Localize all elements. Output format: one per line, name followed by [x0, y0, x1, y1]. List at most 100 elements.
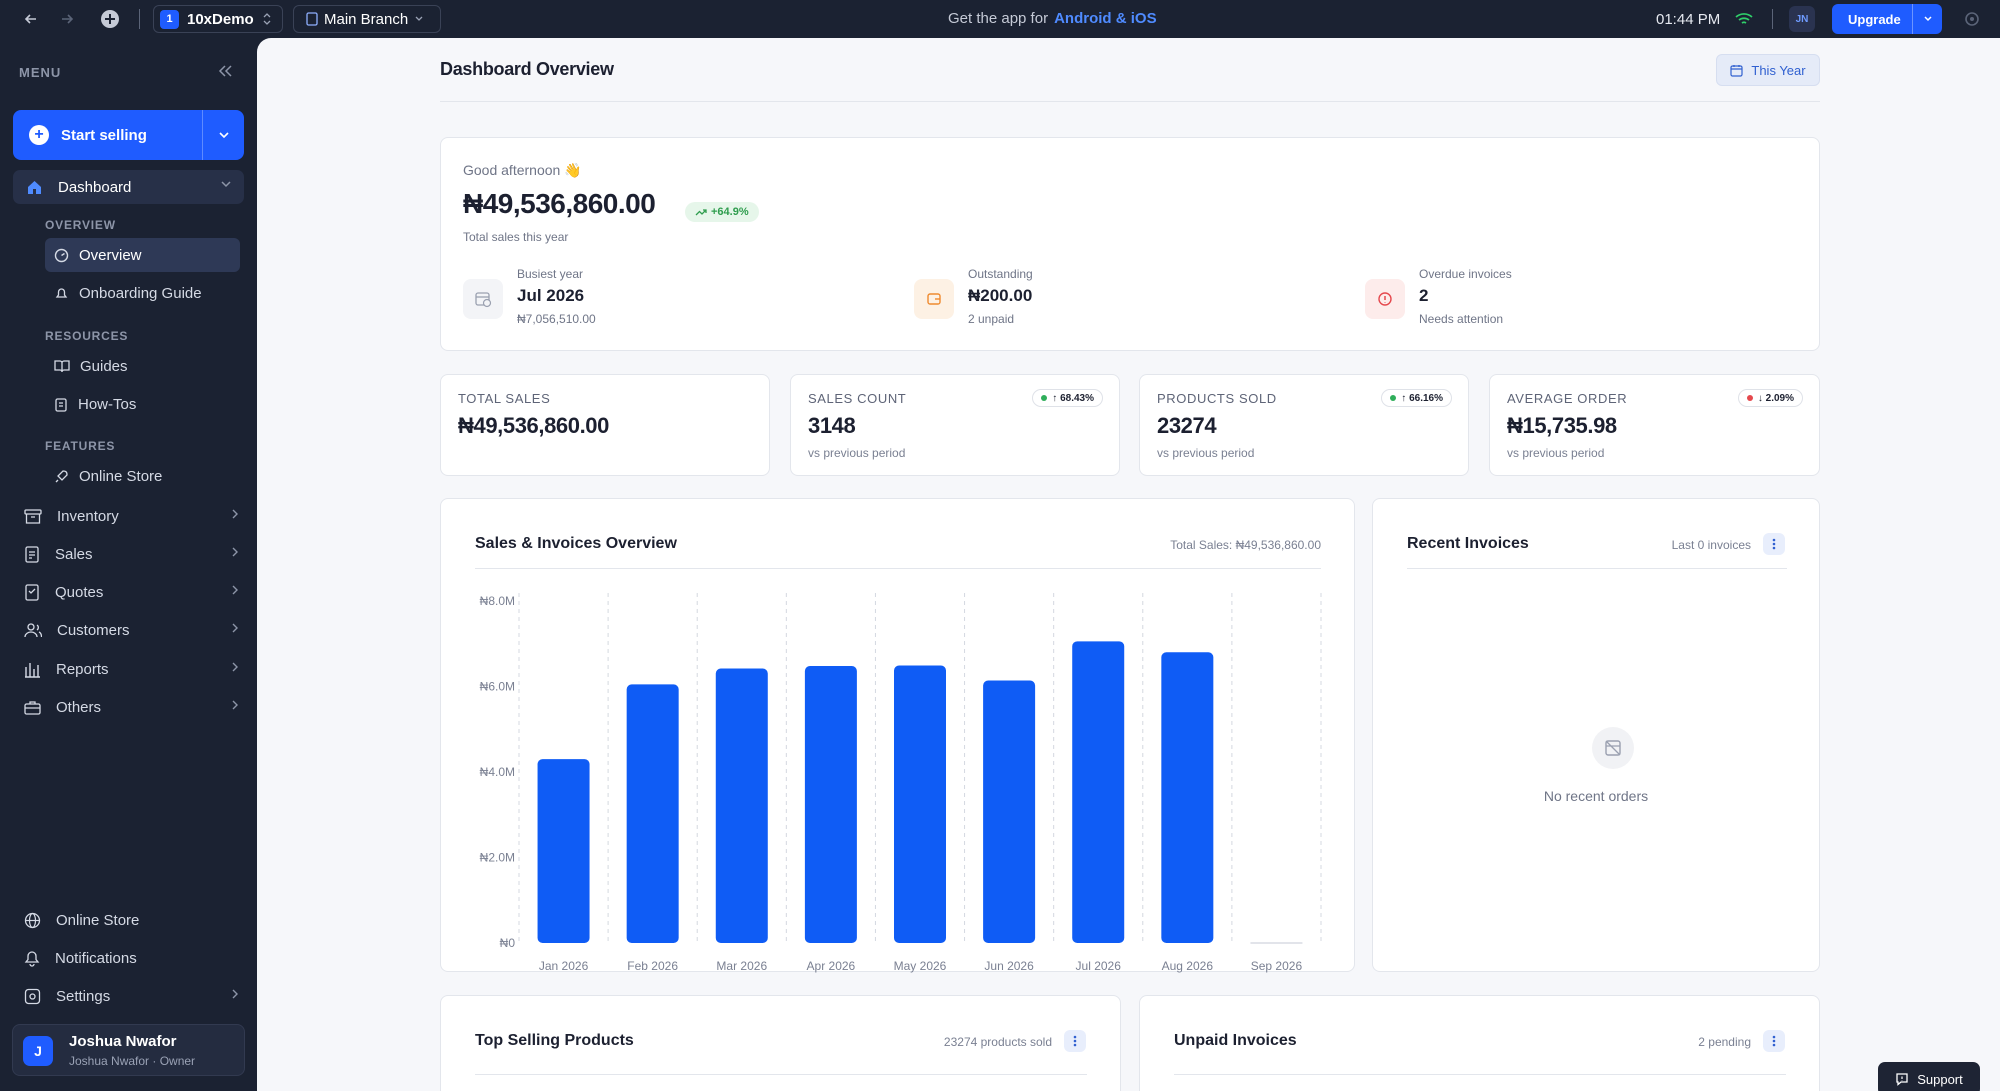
settings-label: Settings — [56, 987, 111, 1005]
kpi-label: Busiest year — [517, 267, 584, 281]
upgrade-dropdown[interactable] — [1912, 4, 1942, 34]
book-icon — [54, 360, 70, 373]
top-bar: 1 10xDemo Main Branch Get the app for And… — [0, 0, 2000, 38]
calendar-icon — [1730, 64, 1743, 77]
chart-header-divider — [475, 568, 1321, 569]
sidebar-item-settings[interactable]: Settings — [24, 979, 239, 1013]
settings-gear-icon[interactable] — [1961, 8, 1983, 30]
stat-card-total-sales: TOTAL SALES ₦49,536,860.00 — [440, 374, 770, 476]
users-icon — [24, 622, 42, 637]
chart-title: Sales & Invoices Overview — [475, 535, 677, 552]
sidebar-item-guides[interactable]: Guides — [45, 349, 240, 383]
x-tick-label: Jun 2026 — [984, 959, 1034, 973]
bar — [715, 668, 768, 943]
chevron-right-icon — [232, 509, 238, 519]
sidebar-item-online-store[interactable]: Online Store — [24, 903, 239, 937]
unpaid-invoices-card: Unpaid Invoices 2 pending — [1139, 995, 1820, 1091]
bar — [537, 759, 590, 943]
more-options-icon[interactable] — [1763, 1030, 1785, 1052]
chevron-down-icon — [221, 181, 231, 188]
kpi-sub: ₦7,056,510.00 — [517, 312, 596, 326]
sidebar-item-others[interactable]: Others — [24, 690, 239, 724]
x-tick-label: May 2026 — [894, 959, 947, 973]
sales-label: Sales — [55, 545, 93, 563]
forward-arrow-icon[interactable] — [56, 8, 78, 30]
unpaid-invoices-meta: 2 pending — [1698, 1035, 1751, 1049]
bell-icon — [55, 287, 68, 298]
updown-chevron-icon — [263, 13, 271, 25]
plus-icon: + — [29, 125, 49, 145]
stat-sub: vs previous period — [808, 446, 906, 460]
greeting: Good afternoon 👋 — [463, 162, 582, 178]
inventory-label: Inventory — [57, 507, 119, 525]
top-products-meta: 23274 products sold — [943, 1035, 1052, 1049]
reports-label: Reports — [56, 660, 109, 678]
collapse-sidebar-icon[interactable] — [217, 64, 233, 83]
wallet-icon — [914, 279, 954, 319]
recent-invoices-title: Recent Invoices — [1407, 535, 1529, 552]
kpi-sub: Needs attention — [1419, 312, 1504, 326]
wifi-icon — [1733, 8, 1755, 30]
online-store-feature-label: Online Store — [79, 467, 163, 485]
user-avatar[interactable]: JN — [1789, 6, 1815, 32]
change-value: ↑ 68.43% — [1052, 392, 1094, 404]
sidebar-item-reports[interactable]: Reports — [24, 652, 239, 686]
x-tick-label: Jul 2026 — [1076, 959, 1122, 973]
chevron-right-icon — [232, 547, 238, 557]
bell-icon — [24, 950, 40, 967]
back-arrow-icon[interactable] — [20, 8, 42, 30]
y-tick-label: ₦6.0M — [480, 680, 515, 694]
down-dot — [1746, 395, 1753, 401]
user-role: Joshua Nwafor · Owner — [69, 1054, 196, 1068]
home-icon — [28, 180, 41, 194]
workspace-badge: 1 — [160, 9, 179, 29]
how-tos-label: How-Tos — [78, 395, 137, 413]
sidebar-item-onboarding-guide[interactable]: Onboarding Guide — [45, 276, 240, 310]
branch-name: Main Branch — [324, 10, 409, 28]
promo-link[interactable]: Android & iOS — [1054, 10, 1157, 27]
workspace-switcher[interactable]: 1 10xDemo — [153, 5, 283, 33]
chart-meta: Total Sales: ₦49,536,860.00 — [1170, 538, 1321, 552]
divider — [1772, 9, 1773, 29]
chevron-right-icon — [232, 623, 238, 633]
resources-section-label: RESOURCES — [45, 329, 129, 343]
bar-chart-icon — [25, 662, 40, 678]
menu-label: MENU — [19, 65, 62, 80]
start-selling-label: Start selling — [61, 126, 147, 144]
customers-label: Customers — [57, 621, 130, 639]
upgrade-button[interactable]: Upgrade — [1832, 4, 1942, 34]
support-button[interactable]: Support — [1878, 1062, 1980, 1091]
y-tick-label: ₦2.0M — [480, 851, 515, 865]
promo-text: Get the app for — [948, 10, 1049, 27]
change-value: ↑ 66.16% — [1401, 392, 1443, 404]
bar — [1072, 641, 1125, 943]
kpi-sub: 2 unpaid — [968, 312, 1015, 326]
sidebar-item-online-store-feature[interactable]: Online Store — [45, 459, 240, 493]
calendar-clock-icon — [463, 279, 503, 319]
sidebar-item-sales[interactable]: Sales — [24, 537, 239, 571]
branch-switcher[interactable]: Main Branch — [293, 5, 441, 33]
sidebar-item-quotes[interactable]: Quotes — [24, 575, 239, 609]
trend-up-icon — [695, 208, 707, 215]
empty-state-text: No recent orders — [1543, 788, 1649, 804]
sidebar-item-notifications[interactable]: Notifications — [24, 941, 239, 975]
start-selling-dropdown[interactable] — [202, 110, 244, 160]
start-selling-button[interactable]: + Start selling — [13, 110, 244, 160]
sidebar-item-how-tos[interactable]: How-Tos — [45, 387, 240, 421]
more-options-icon[interactable] — [1763, 533, 1785, 555]
add-tab-icon[interactable] — [99, 8, 121, 30]
sidebar-item-inventory[interactable]: Inventory — [24, 499, 239, 533]
user-profile-card[interactable]: J Joshua Nwafor Joshua Nwafor · Owner — [12, 1024, 245, 1076]
more-options-icon[interactable] — [1064, 1030, 1086, 1052]
period-label: This Year — [1751, 62, 1806, 78]
empty-box-icon — [1592, 727, 1634, 769]
period-filter-button[interactable]: This Year — [1716, 54, 1820, 86]
sidebar-item-overview[interactable]: Overview — [45, 238, 240, 272]
stat-sub: vs previous period — [1507, 446, 1605, 460]
sidebar: MENU + Start selling Dashboard OVERVIEW … — [0, 38, 257, 1091]
header-divider — [440, 101, 1820, 102]
sidebar-item-customers[interactable]: Customers — [24, 613, 239, 647]
chevron-right-icon — [232, 585, 238, 595]
stat-label: SALES COUNT — [808, 391, 907, 406]
sidebar-item-dashboard[interactable]: Dashboard — [13, 170, 244, 204]
